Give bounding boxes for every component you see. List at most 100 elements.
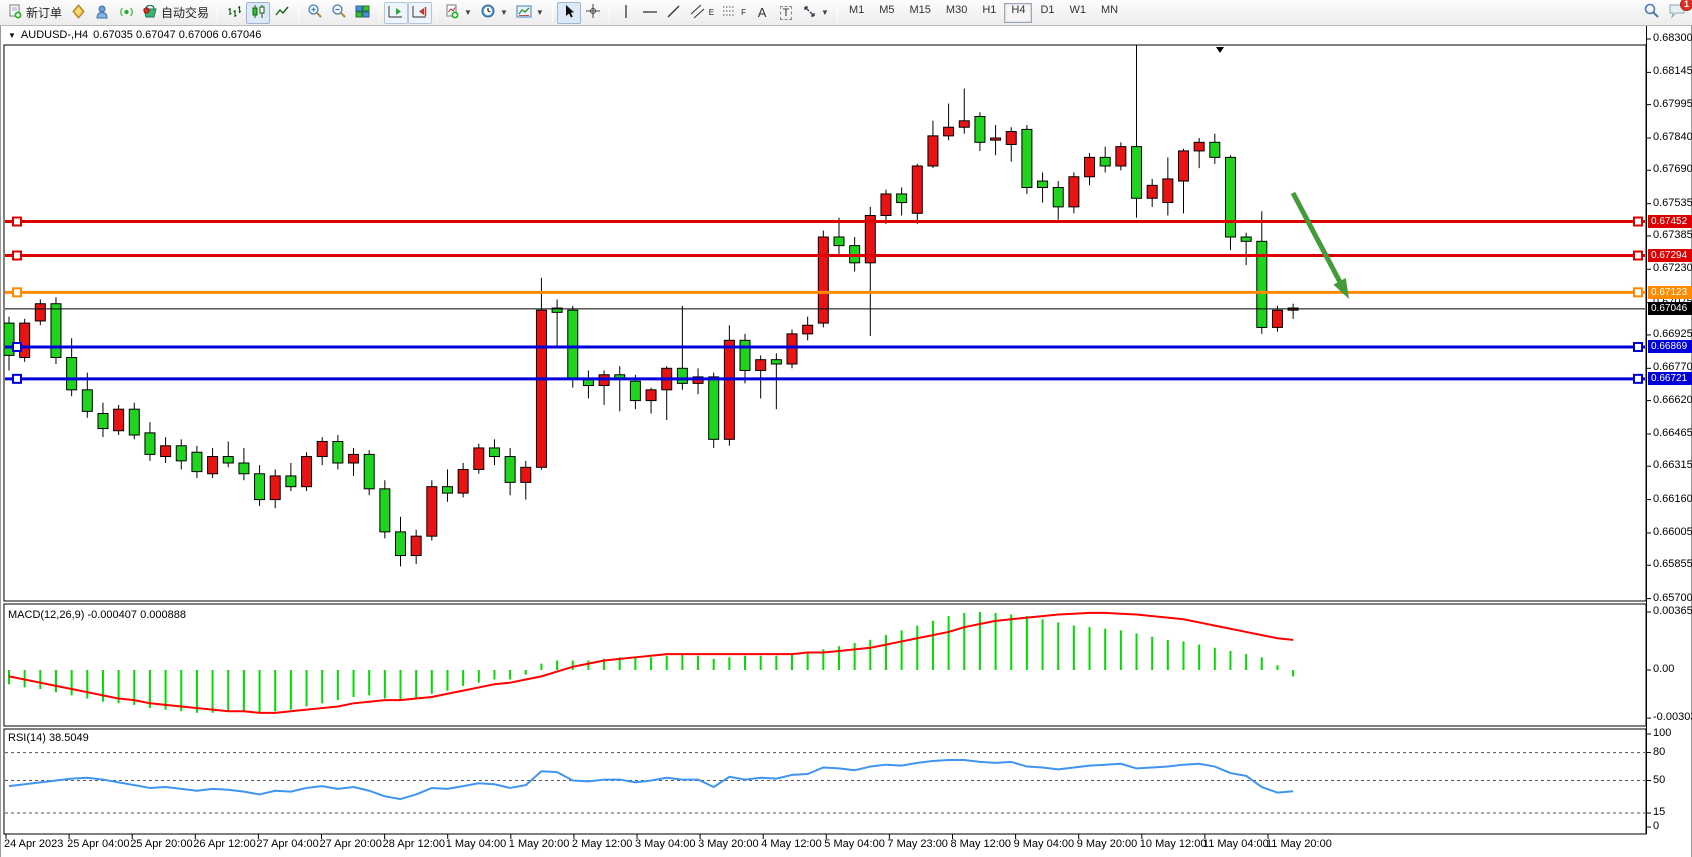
- candle-body: [1224, 156, 1236, 238]
- rsi-pane-frame: [3, 728, 1647, 835]
- annotation-arrow[interactable]: [1290, 191, 1349, 299]
- line-handle[interactable]: [12, 287, 22, 298]
- candle-body: [911, 165, 923, 214]
- chart-canvas[interactable]: [1, 26, 1692, 857]
- line-handle[interactable]: [1633, 216, 1643, 227]
- candle-body: [817, 236, 829, 324]
- channel-sub-label: E: [708, 8, 715, 17]
- zoom-out-button[interactable]: [327, 2, 351, 24]
- time-axis-label: 26 Apr 12:00: [193, 838, 256, 850]
- timeframe-M5[interactable]: M5: [879, 3, 895, 16]
- line-handle[interactable]: [1633, 250, 1643, 261]
- text-label-icon: T: [779, 5, 793, 20]
- auto-scroll-button[interactable]: [384, 1, 409, 24]
- timeframe-H1[interactable]: H1: [982, 3, 997, 16]
- price-tag: 0.67046: [1648, 302, 1692, 316]
- line-handle[interactable]: [12, 341, 22, 352]
- cursor-button[interactable]: [556, 1, 581, 24]
- line-handle[interactable]: [1633, 341, 1643, 352]
- fibonacci-tool[interactable]: F: [718, 2, 750, 24]
- chart-shift-marker[interactable]: [1216, 47, 1224, 53]
- chart-menu-toggle[interactable]: ▼: [8, 30, 16, 40]
- candle-body: [739, 339, 751, 371]
- line-handle[interactable]: [12, 373, 22, 384]
- bar-chart-button[interactable]: [222, 2, 246, 24]
- chart-shift-button[interactable]: [408, 1, 433, 24]
- line-handle[interactable]: [12, 216, 22, 227]
- auto-trading-button[interactable]: 自动交易: [138, 2, 213, 24]
- time-axis-label: 25 Apr 04:00: [67, 838, 130, 850]
- horizontal-line-tool[interactable]: [638, 2, 662, 24]
- candle-body: [395, 531, 406, 557]
- timeframe-M15[interactable]: M15: [909, 3, 931, 16]
- candle-body: [316, 440, 328, 458]
- candle-body: [363, 453, 375, 490]
- price-tick: 0.67230: [1653, 262, 1692, 275]
- arrows-icon: [802, 4, 817, 22]
- timeframe-D1[interactable]: D1: [1040, 3, 1055, 16]
- search-icon[interactable]: [1643, 2, 1660, 24]
- candle-body: [551, 307, 563, 313]
- time-axis-label: 27 Apr 04:00: [256, 838, 319, 850]
- timeframe-H4[interactable]: H4: [1004, 2, 1033, 23]
- candle-body: [426, 486, 438, 537]
- time-axis-label: 10 May 12:00: [1139, 838, 1207, 850]
- price-tick: 0.65700: [1653, 591, 1692, 604]
- candlestick-chart-button[interactable]: [246, 1, 271, 24]
- candle-body: [332, 440, 344, 464]
- metaeditor-button[interactable]: [66, 2, 90, 24]
- trendline-tool[interactable]: [662, 2, 686, 24]
- candle-body: [97, 413, 109, 430]
- time-axis-label: 11 May 04:00: [1202, 838, 1269, 850]
- text-label-tool[interactable]: T: [774, 2, 798, 24]
- candle-body: [723, 339, 735, 440]
- arrows-tool[interactable]: ▼: [798, 2, 833, 24]
- macd-tick: 0.00: [1653, 663, 1675, 675]
- indicators-button[interactable]: ▼: [441, 2, 476, 24]
- candle-body: [473, 447, 485, 470]
- candle-body: [128, 408, 140, 436]
- zoom-in-button[interactable]: [303, 2, 327, 24]
- chart-shift-icon: [412, 4, 428, 22]
- periods-clock-icon: [480, 3, 496, 22]
- tile-windows-button[interactable]: [351, 2, 375, 24]
- dropdown-caret-icon: ▼: [464, 8, 472, 17]
- periods-button[interactable]: ▼: [476, 2, 512, 24]
- new-order-icon: [8, 4, 23, 22]
- tile-windows-icon: [355, 4, 371, 22]
- time-axis-label: 27 Apr 20:00: [319, 838, 382, 850]
- community-button[interactable]: [90, 2, 114, 24]
- line-chart-button[interactable]: [270, 2, 294, 24]
- new-order-button[interactable]: 新订单: [4, 2, 66, 24]
- macd-signal-line: [8, 611, 1294, 714]
- fibo-sub-label: F: [741, 8, 747, 17]
- timeframe-W1[interactable]: W1: [1069, 3, 1087, 16]
- rsi-tick: 80: [1653, 745, 1666, 758]
- price-tick: 0.66770: [1653, 361, 1692, 374]
- time-axis-ticks: [5, 834, 1269, 839]
- candle-body: [958, 120, 970, 128]
- candle-body: [488, 447, 500, 458]
- line-handle[interactable]: [1633, 373, 1643, 384]
- timeframe-MN[interactable]: MN: [1101, 3, 1119, 16]
- crosshair-button[interactable]: [581, 2, 605, 24]
- price-tick: 0.66315: [1653, 459, 1692, 472]
- timeframe-M1[interactable]: M1: [848, 3, 865, 16]
- equidistant-channel-tool[interactable]: E: [686, 2, 718, 24]
- line-handle[interactable]: [1633, 287, 1643, 298]
- candle-body: [441, 486, 453, 494]
- vertical-line-tool[interactable]: [614, 2, 638, 24]
- candle-body: [974, 115, 986, 143]
- price-tick: 0.67535: [1653, 196, 1692, 209]
- chat-button[interactable]: 1: [1668, 0, 1692, 24]
- line-handle[interactable]: [12, 250, 22, 261]
- channel-icon: [690, 4, 706, 22]
- candle-body: [457, 468, 469, 494]
- signals-icon: [119, 4, 134, 22]
- text-tool[interactable]: A: [750, 2, 774, 24]
- candle-body: [254, 473, 266, 501]
- signals-button[interactable]: [114, 2, 138, 24]
- timeframe-M30[interactable]: M30: [945, 3, 968, 16]
- templates-button[interactable]: ▼: [512, 2, 548, 24]
- horizontal-line-icon: [642, 4, 658, 22]
